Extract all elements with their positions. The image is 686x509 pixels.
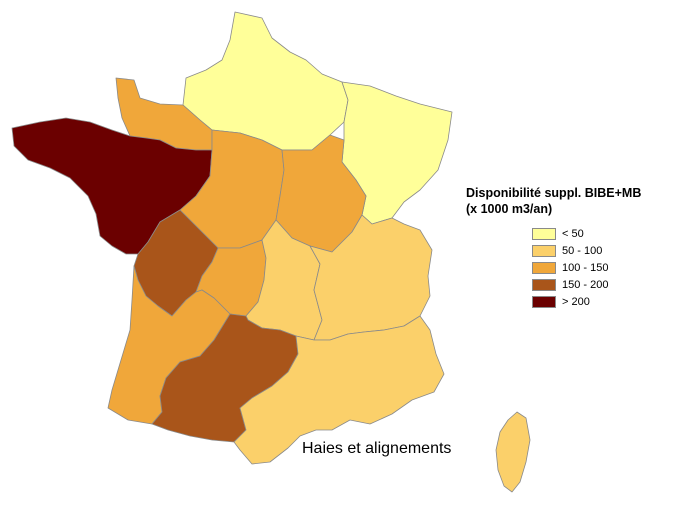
legend-swatch [532, 261, 556, 274]
legend-label: 100 - 150 [562, 261, 609, 274]
region-languedoc-paca [233, 315, 445, 465]
legend-item: > 200 [532, 293, 681, 310]
legend-label: > 200 [562, 295, 590, 308]
legend-swatch [532, 227, 556, 240]
legend-title-line2: (x 1000 m3/an) [466, 202, 553, 216]
region-rhone-alpes [309, 214, 433, 341]
legend-swatch [532, 244, 556, 257]
legend-item: 50 - 100 [532, 242, 681, 259]
legend-item: 100 - 150 [532, 259, 681, 276]
legend-items: < 50 50 - 100 100 - 150 150 - 200 > 200 [532, 225, 681, 310]
legend-title-line1: Disponibilité suppl. BIBE+MB [466, 186, 642, 200]
legend: Disponibilité suppl. BIBE+MB (x 1000 m3/… [466, 185, 681, 310]
legend-item: < 50 [532, 225, 681, 242]
region-corse [495, 411, 531, 493]
legend-item: 150 - 200 [532, 276, 681, 293]
legend-label: 150 - 200 [562, 278, 609, 291]
legend-label: < 50 [562, 227, 584, 240]
map-caption: Haies et alignements [302, 440, 452, 457]
legend-label: 50 - 100 [562, 244, 603, 257]
legend-swatch [532, 278, 556, 291]
legend-swatch [532, 295, 556, 308]
